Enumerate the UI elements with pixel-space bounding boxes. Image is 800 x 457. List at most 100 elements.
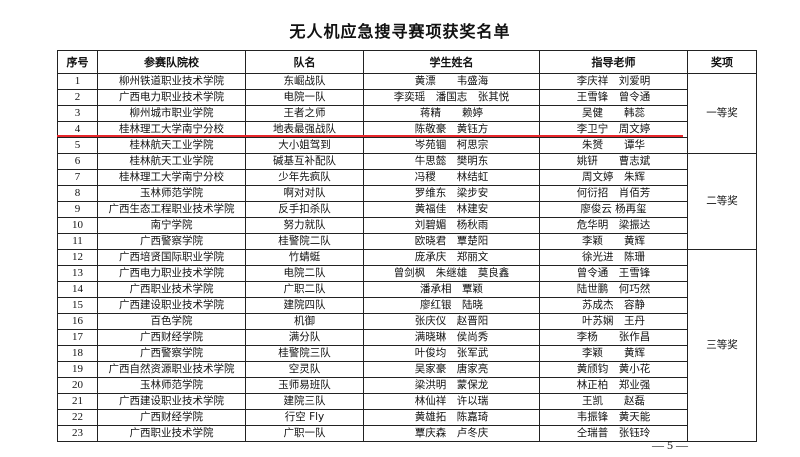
table-row: 22 广西财经学院 行空 Fly 黄雄拓 陈嘉琦 韦振锋 黄天能 bbox=[57, 409, 757, 426]
cell-seq: 18 bbox=[57, 345, 98, 362]
cell-teachers: 何衍招 肖佰芳 bbox=[539, 185, 688, 202]
cell-seq: 23 bbox=[57, 425, 98, 442]
cell-teachers: 王雪锋 曾令通 bbox=[539, 89, 688, 106]
cell-school: 广西职业技术学院 bbox=[97, 281, 246, 298]
cell-award: 二等奖 bbox=[687, 153, 757, 250]
cell-team: 反手扣杀队 bbox=[245, 201, 364, 218]
cell-teachers: 王凯 赵磊 bbox=[539, 393, 688, 410]
cell-students: 刘碧媚 杨秋雨 bbox=[363, 217, 540, 234]
cell-seq: 3 bbox=[57, 105, 98, 122]
cell-school: 广西培贤国际职业学院 bbox=[97, 249, 246, 266]
cell-students: 李奕瑶 潘国志 张其悦 bbox=[363, 89, 540, 106]
cell-team: 玉师易班队 bbox=[245, 377, 364, 394]
table-row: 3 柳州城市职业学院 王者之师 蒋精 赖婷 吴健 韩蕊 bbox=[57, 105, 757, 122]
cell-teachers: 曾令通 王雪锋 bbox=[539, 265, 688, 282]
cell-team: 机御 bbox=[245, 313, 364, 330]
table-row: 15 广西建设职业技术学院 建院四队 廖红银 陆晓 苏成杰 容静 bbox=[57, 297, 757, 314]
cell-award: 三等奖 bbox=[687, 249, 757, 442]
cell-students: 吴家豪 唐家亮 bbox=[363, 361, 540, 378]
cell-students: 潘承相 覃颖 bbox=[363, 281, 540, 298]
cell-seq: 20 bbox=[57, 377, 98, 394]
cell-students: 林仙祥 许以瑞 bbox=[363, 393, 540, 410]
cell-school: 玉林师范学院 bbox=[97, 377, 246, 394]
cell-school: 桂林理工大学南宁分校 bbox=[97, 169, 246, 186]
cell-students: 覃庆森 卢冬庆 bbox=[363, 425, 540, 442]
table-row: 12 广西培贤国际职业学院 竹蜻蜓 庞承庆 郑丽文 徐光进 陈珊 三等奖 bbox=[57, 249, 757, 442]
cell-students: 蒋精 赖婷 bbox=[363, 105, 540, 122]
cell-seq: 21 bbox=[57, 393, 98, 410]
cell-teachers: 朱赟 谭华 bbox=[539, 137, 688, 154]
cell-seq: 22 bbox=[57, 409, 98, 426]
cell-school: 广西自然资源职业技术学院 bbox=[97, 361, 246, 378]
cell-school: 广西财经学院 bbox=[97, 409, 246, 426]
header-students: 学生姓名 bbox=[363, 50, 540, 74]
red-underline-annotation bbox=[57, 135, 683, 137]
cell-students: 黄雄拓 陈嘉琦 bbox=[363, 409, 540, 426]
cell-seq: 1 bbox=[57, 73, 98, 90]
cell-students: 廖红银 陆晓 bbox=[363, 297, 540, 314]
cell-teachers: 廖俊云 杨再玺 bbox=[539, 201, 688, 218]
cell-teachers: 仝瑞普 张钰玲 bbox=[539, 425, 688, 442]
cell-team: 广职二队 bbox=[245, 281, 364, 298]
cell-team: 王者之师 bbox=[245, 105, 364, 122]
header-award: 奖项 bbox=[687, 50, 757, 74]
cell-seq: 11 bbox=[57, 233, 98, 250]
cell-students: 梁洪明 蒙保龙 bbox=[363, 377, 540, 394]
table-row: 19 广西自然资源职业技术学院 空灵队 吴家豪 唐家亮 黄颀钧 黄小花 bbox=[57, 361, 757, 378]
cell-team: 碱基互补配队 bbox=[245, 153, 364, 170]
cell-school: 桂林航天工业学院 bbox=[97, 137, 246, 154]
cell-teachers: 周文婷 朱辉 bbox=[539, 169, 688, 186]
cell-school: 广西职业技术学院 bbox=[97, 425, 246, 442]
cell-team: 行空 Fly bbox=[245, 409, 364, 426]
cell-students: 牛思懿 樊明东 bbox=[363, 153, 540, 170]
page-number: — 5 — bbox=[652, 438, 688, 452]
cell-teachers: 危华明 梁振达 bbox=[539, 217, 688, 234]
cell-students: 叶俊均 张军武 bbox=[363, 345, 540, 362]
cell-award: 一等奖 bbox=[687, 73, 757, 154]
cell-seq: 9 bbox=[57, 201, 98, 218]
cell-school: 百色学院 bbox=[97, 313, 246, 330]
cell-team: 空灵队 bbox=[245, 361, 364, 378]
table-row: 2 广西电力职业技术学院 电院一队 李奕瑶 潘国志 张其悦 王雪锋 曾令通 bbox=[57, 89, 757, 106]
table-header-row: 序号 参赛队院校 队名 学生姓名 指导老师 奖项 bbox=[57, 50, 757, 74]
document-title: 无人机应急搜寻赛项获奖名单 bbox=[289, 22, 511, 41]
cell-students: 庞承庆 郑丽文 bbox=[363, 249, 540, 266]
cell-students: 欧晓君 覃楚阳 bbox=[363, 233, 540, 250]
cell-team: 建院四队 bbox=[245, 297, 364, 314]
cell-team: 桂警院三队 bbox=[245, 345, 364, 362]
cell-school: 玉林师范学院 bbox=[97, 185, 246, 202]
cell-teachers: 林正柏 郑业强 bbox=[539, 377, 688, 394]
cell-seq: 16 bbox=[57, 313, 98, 330]
table-row: 5 桂林航天工业学院 大小姐驾到 岑苑锢 柯思宗 朱赟 谭华 bbox=[57, 137, 757, 154]
cell-teachers: 徐光进 陈珊 bbox=[539, 249, 688, 266]
cell-seq: 17 bbox=[57, 329, 98, 346]
header-seq: 序号 bbox=[57, 50, 98, 74]
cell-school: 广西建设职业技术学院 bbox=[97, 393, 246, 410]
cell-seq: 13 bbox=[57, 265, 98, 282]
table-row: 14 广西职业技术学院 广职二队 潘承相 覃颖 陆世鹏 何巧然 bbox=[57, 281, 757, 298]
cell-students: 罗维东 梁步安 bbox=[363, 185, 540, 202]
cell-students: 岑苑锢 柯思宗 bbox=[363, 137, 540, 154]
cell-students: 张庆仪 赵晋阳 bbox=[363, 313, 540, 330]
cell-team: 广职一队 bbox=[245, 425, 364, 442]
cell-team: 啊对对队 bbox=[245, 185, 364, 202]
cell-team: 竹蜻蜓 bbox=[245, 249, 364, 266]
cell-teachers: 姚钘 曹志斌 bbox=[539, 153, 688, 170]
table-row: 16 百色学院 机御 张庆仪 赵晋阳 叶苏娴 王丹 bbox=[57, 313, 757, 330]
cell-team: 电院一队 bbox=[245, 89, 364, 106]
cell-teachers: 李杨 张作昌 bbox=[539, 329, 688, 346]
cell-students: 满晓琳 侯尚秀 bbox=[363, 329, 540, 346]
cell-team: 建院三队 bbox=[245, 393, 364, 410]
cell-team: 努力就队 bbox=[245, 217, 364, 234]
header-school: 参赛队院校 bbox=[97, 50, 246, 74]
table-row: 6 桂林航天工业学院 碱基互补配队 牛思懿 樊明东 姚钘 曹志斌 二等奖 bbox=[57, 153, 757, 250]
cell-school: 柳州铁道职业技术学院 bbox=[97, 73, 246, 90]
cell-seq: 8 bbox=[57, 185, 98, 202]
cell-school: 广西建设职业技术学院 bbox=[97, 297, 246, 314]
cell-school: 广西电力职业技术学院 bbox=[97, 265, 246, 282]
cell-seq: 14 bbox=[57, 281, 98, 298]
cell-teachers: 黄颀钧 黄小花 bbox=[539, 361, 688, 378]
cell-school: 广西警察学院 bbox=[97, 345, 246, 362]
table-row: 17 广西财经学院 满分队 满晓琳 侯尚秀 李杨 张作昌 bbox=[57, 329, 757, 346]
cell-seq: 15 bbox=[57, 297, 98, 314]
